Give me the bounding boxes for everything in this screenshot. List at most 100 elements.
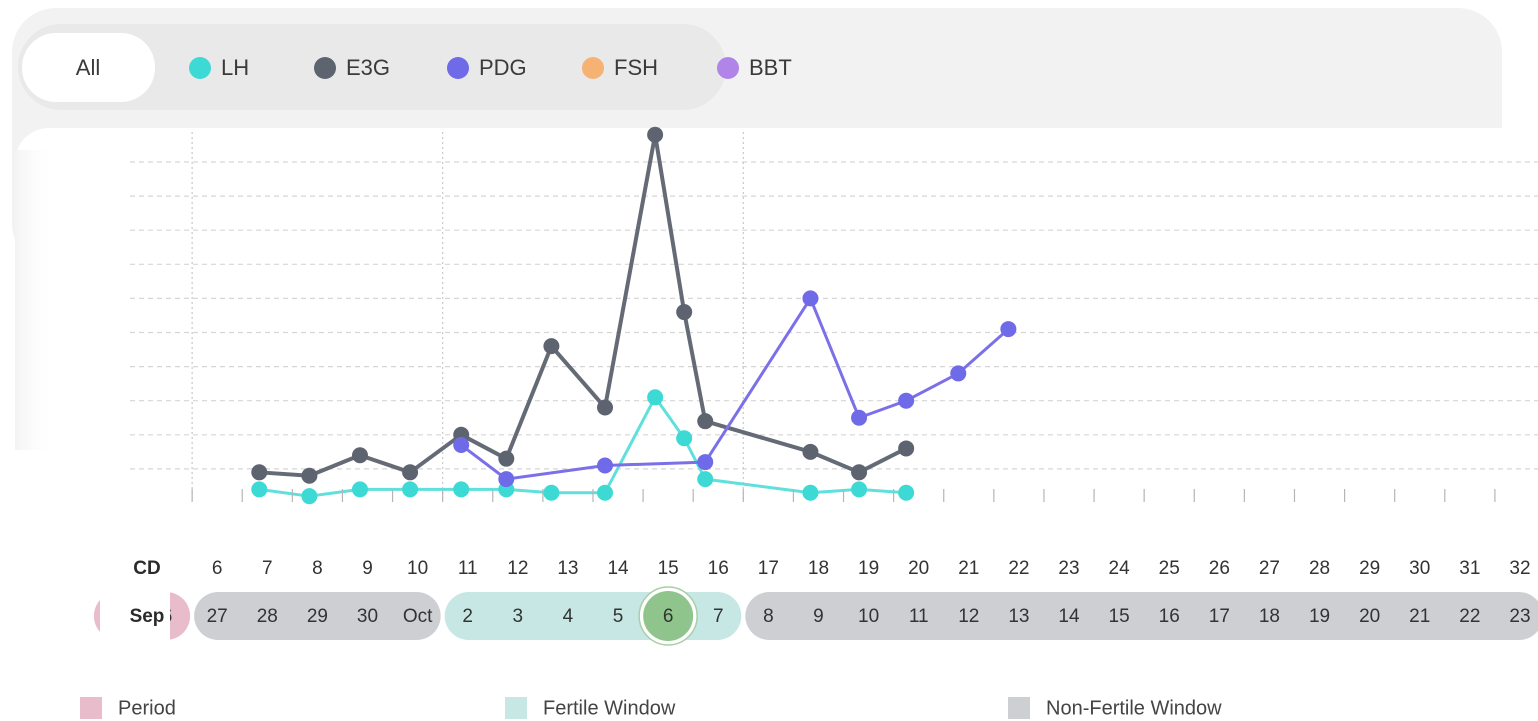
data-point (543, 338, 560, 355)
legend-dot[interactable] (582, 57, 604, 79)
data-point (851, 464, 868, 481)
legend-swatch (505, 697, 527, 719)
data-point (676, 430, 693, 447)
legend-dot[interactable] (447, 57, 469, 79)
cd-label: 9 (362, 558, 373, 579)
data-point (301, 488, 318, 505)
chart-card (15, 128, 1538, 721)
date-label: 22 (1459, 606, 1480, 627)
month-label: Sep (130, 606, 165, 627)
date-label: 17 (1209, 606, 1230, 627)
cd-label: 6 (212, 558, 223, 579)
date-label: 28 (257, 606, 278, 627)
filter-all-pill[interactable] (22, 33, 155, 102)
data-point (898, 392, 915, 409)
data-point (697, 471, 714, 488)
date-label: 30 (357, 606, 378, 627)
legend-label[interactable]: PDG (479, 55, 527, 80)
data-point (597, 484, 614, 501)
cd-label: 10 (407, 558, 428, 579)
date-label: Oct (403, 606, 433, 627)
date-label: 6 (663, 606, 674, 627)
cd-label: 25 (1159, 558, 1180, 579)
filter-tab[interactable]: FSH (582, 55, 658, 80)
filter-all[interactable]: All (76, 55, 100, 80)
cd-label: 8 (312, 558, 323, 579)
data-point (647, 126, 664, 143)
date-label: 7 (713, 606, 724, 627)
data-point (950, 365, 967, 382)
legend-dot[interactable] (314, 57, 336, 79)
legend-dot[interactable] (717, 57, 739, 79)
date-label: 4 (563, 606, 574, 627)
legend-label[interactable]: E3G (346, 55, 390, 80)
data-point (351, 481, 368, 498)
filter-tab[interactable]: BBT (717, 55, 792, 80)
cd-label: 19 (858, 558, 879, 579)
data-point (676, 304, 693, 321)
data-point (802, 484, 819, 501)
cd-label: 13 (557, 558, 578, 579)
cd-label: 28 (1309, 558, 1330, 579)
date-label: 20 (1359, 606, 1380, 627)
cd-label: 14 (607, 558, 629, 579)
cd-label: 17 (758, 558, 779, 579)
data-point (543, 484, 560, 501)
filter-bar (18, 24, 726, 110)
date-label: 29 (307, 606, 328, 627)
legend-label[interactable]: BBT (749, 55, 792, 80)
data-point (498, 450, 515, 467)
data-point (898, 440, 915, 457)
date-label: 11 (909, 606, 929, 627)
data-point (851, 409, 868, 426)
cd-label: 24 (1109, 558, 1131, 579)
date-label: 19 (1309, 606, 1330, 627)
card-fade (15, 150, 55, 450)
date-label: 9 (813, 606, 824, 627)
cd-label: 21 (958, 558, 979, 579)
date-label: 3 (513, 606, 524, 627)
data-point (802, 290, 819, 307)
row-header-bg (100, 545, 170, 645)
data-point (802, 443, 819, 460)
filter-tab[interactable]: PDG (447, 55, 527, 80)
data-point (351, 447, 368, 464)
data-point (1000, 321, 1017, 338)
cd-label: 27 (1259, 558, 1280, 579)
data-point (597, 457, 614, 474)
legend-label[interactable]: LH (221, 55, 249, 80)
legend-label: Fertile Window (543, 697, 676, 719)
data-point (647, 389, 664, 406)
cd-label: 20 (908, 558, 929, 579)
data-point (453, 481, 470, 498)
data-point (251, 481, 268, 498)
date-label: 12 (958, 606, 979, 627)
data-point (597, 399, 614, 416)
legend-label[interactable]: FSH (614, 55, 658, 80)
legend-label: Period (118, 697, 176, 719)
date-label: 5 (613, 606, 624, 627)
data-point (301, 467, 318, 484)
date-label: 15 (1109, 606, 1130, 627)
today-marker (643, 591, 694, 641)
date-label: 23 (1509, 606, 1530, 627)
date-label: 27 (207, 606, 228, 627)
data-point (453, 437, 470, 454)
data-point (898, 484, 915, 501)
date-label: 21 (1409, 606, 1430, 627)
cd-label: 7 (262, 558, 273, 579)
phase-band (745, 592, 1538, 640)
filter-tab[interactable]: LH (189, 55, 249, 80)
filter-tab[interactable]: E3G (314, 55, 390, 80)
data-point (402, 464, 419, 481)
legend-dot[interactable] (189, 57, 211, 79)
data-point (697, 413, 714, 430)
cd-label: 23 (1058, 558, 1079, 579)
legend-label: Non-Fertile Window (1046, 697, 1222, 719)
cd-label: 12 (507, 558, 528, 579)
cd-label: 15 (658, 558, 679, 579)
data-point (697, 454, 714, 471)
cd-label: 31 (1459, 558, 1480, 579)
